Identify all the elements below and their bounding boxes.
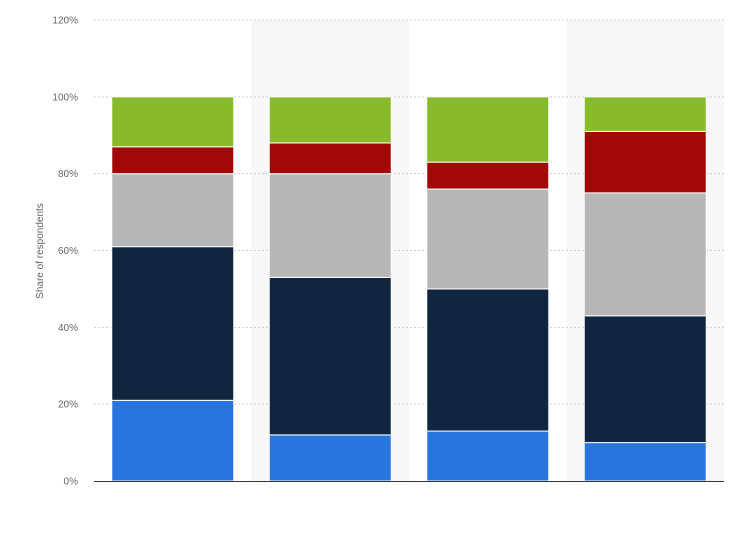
bar-segment[interactable] [426, 288, 550, 432]
y-tick-label: 80% [58, 169, 78, 180]
bar-stack [426, 96, 550, 482]
y-tick-label: 120% [52, 16, 78, 27]
bar-stack [111, 96, 235, 482]
bar-segment[interactable] [426, 430, 550, 482]
bar-segment[interactable] [426, 96, 550, 163]
bar-segment[interactable] [268, 142, 392, 175]
bar-segment[interactable] [583, 315, 707, 444]
y-tick-label: 60% [58, 246, 78, 257]
bar-segment[interactable] [426, 161, 550, 190]
bar-segment[interactable] [426, 188, 550, 290]
bar-segment[interactable] [583, 442, 707, 482]
bar-segment[interactable] [111, 96, 235, 148]
bar-segment[interactable] [111, 173, 235, 248]
bar-segment[interactable] [111, 146, 235, 175]
bar-segment[interactable] [268, 173, 392, 278]
bar-segment[interactable] [268, 96, 392, 144]
bar-segment[interactable] [111, 399, 235, 482]
y-tick-label: 40% [58, 323, 78, 334]
bar-stacks [111, 96, 707, 482]
y-tick-label: 20% [58, 400, 78, 411]
bar-stack [268, 96, 392, 482]
bar-segment[interactable] [268, 276, 392, 436]
bar-segment[interactable] [268, 434, 392, 482]
bar-segment[interactable] [583, 130, 707, 194]
bar-stack [583, 96, 707, 482]
y-axis-title: Share of respondents [35, 203, 46, 299]
y-tick-labels: 0% 20% 40% 60% 80% 100% 120% [52, 16, 78, 488]
bar-segment[interactable] [583, 192, 707, 317]
bar-segment[interactable] [111, 246, 235, 401]
bar-segment[interactable] [583, 96, 707, 132]
y-tick-label: 100% [52, 92, 78, 103]
y-tick-label: 0% [64, 477, 79, 488]
